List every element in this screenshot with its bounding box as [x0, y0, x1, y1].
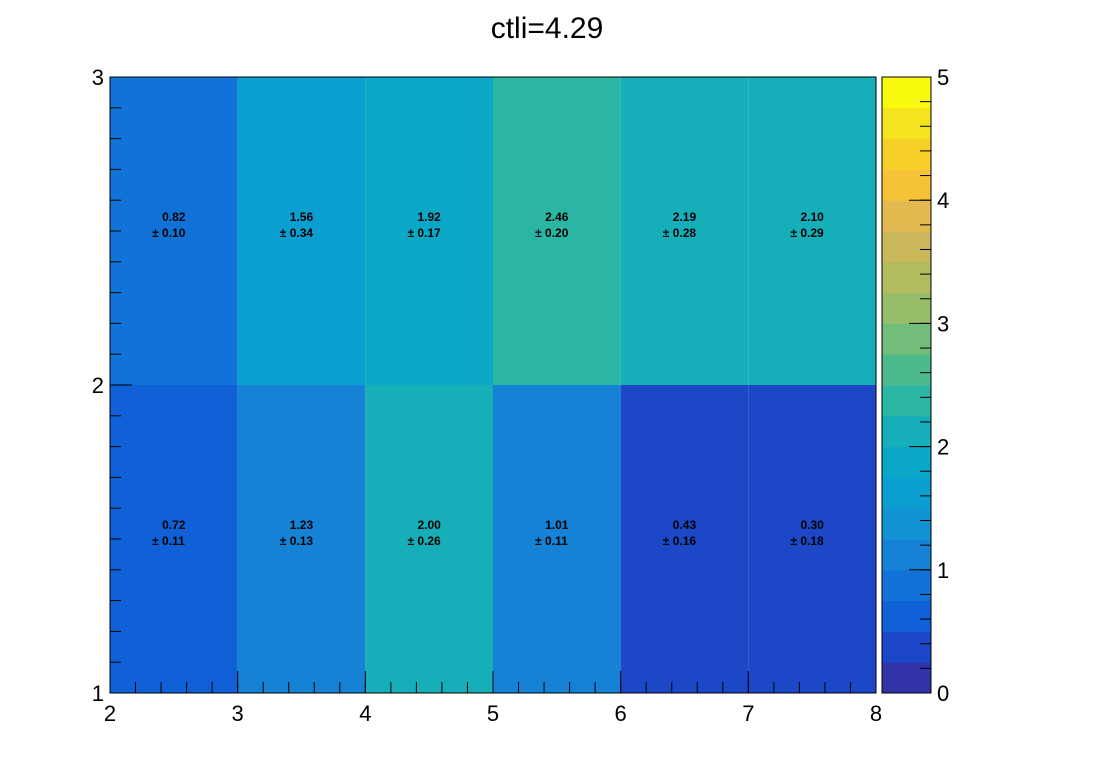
cell-value-label: 1.92 — [417, 210, 441, 224]
heatmap-cell — [748, 385, 876, 693]
heatmap-cell — [493, 77, 621, 385]
heatmap-cell — [748, 77, 876, 385]
x-tick-label: 2 — [104, 701, 116, 726]
color-scale-tick-label: 4 — [937, 188, 949, 213]
cell-error-label: ± 0.18 — [790, 534, 824, 548]
color-scale-segment — [882, 261, 931, 294]
color-scale-tick-label: 2 — [937, 435, 949, 460]
color-scale-segment — [882, 323, 931, 355]
color-scale-frame — [881, 76, 932, 694]
chart-title: ctli=4.29 — [491, 12, 604, 45]
cell-error-label: ± 0.10 — [152, 226, 186, 240]
x-tick-label: 4 — [359, 701, 371, 726]
heatmap-cell — [620, 77, 749, 385]
color-scale-tick-label: 1 — [937, 558, 949, 583]
y-tick-label: 3 — [92, 65, 104, 90]
x-tick-label: 5 — [487, 701, 499, 726]
cell-error-label: ± 0.26 — [407, 534, 441, 548]
heatmap-cell — [110, 385, 238, 693]
color-scale-segment — [882, 508, 931, 540]
color-scale-segment — [882, 569, 931, 602]
color-scale-bar: 0 1 2 3 4 5 — [881, 65, 949, 706]
heatmap-cells — [110, 77, 876, 693]
color-scale-segment — [882, 385, 931, 417]
cell-value-label: 1.23 — [290, 518, 314, 532]
cell-value-label: 2.00 — [417, 518, 441, 532]
cell-error-label: ± 0.11 — [152, 534, 185, 548]
cell-error-label: ± 0.28 — [663, 226, 697, 240]
color-scale-segment — [882, 107, 931, 140]
cell-error-label: ± 0.17 — [407, 226, 441, 240]
cell-error-label: ± 0.29 — [790, 226, 824, 240]
cell-value-label: 1.56 — [290, 210, 314, 224]
color-scale-segment — [882, 446, 931, 478]
color-scale-segment — [882, 292, 931, 324]
cell-value-label: 0.72 — [162, 518, 186, 532]
color-scale-segment — [882, 539, 931, 571]
y-tick-label: 2 — [92, 373, 104, 398]
color-scale-segment — [882, 477, 931, 509]
color-scale-tick-label: 3 — [937, 311, 949, 336]
x-tick-label: 6 — [615, 701, 627, 726]
heatmap-cell — [237, 77, 366, 385]
heatmap-cell — [237, 385, 366, 693]
color-scale-segment — [882, 600, 931, 632]
cell-error-label: ± 0.34 — [280, 226, 314, 240]
x-tick-label: 3 — [232, 701, 244, 726]
cell-value-label: 2.10 — [800, 210, 824, 224]
color-scale-segment — [882, 200, 931, 232]
cell-error-label: ± 0.11 — [535, 534, 568, 548]
color-scale-tick-label: 0 — [937, 681, 949, 706]
cell-value-label: 0.43 — [673, 518, 697, 532]
heatmap-cell — [365, 77, 493, 385]
cell-value-label: 0.82 — [162, 210, 186, 224]
heatmap-cell — [493, 385, 621, 693]
color-scale-segment — [882, 662, 931, 694]
color-scale-tick-label: 5 — [937, 65, 949, 90]
cell-error-label: ± 0.20 — [535, 226, 569, 240]
cell-value-label: 1.01 — [545, 518, 569, 532]
heatmap-cell — [365, 385, 493, 693]
color-scale-segment — [882, 415, 931, 448]
color-scale-segment — [882, 169, 931, 201]
cell-error-label: ± 0.16 — [663, 534, 697, 548]
cell-value-label: 2.46 — [545, 210, 569, 224]
color-scale-segment — [882, 77, 931, 109]
color-scale-segment — [882, 354, 931, 386]
cell-error-label: ± 0.13 — [280, 534, 314, 548]
y-tick-label: 1 — [92, 681, 104, 706]
x-tick-label: 8 — [870, 701, 882, 726]
color-scale-segment — [882, 138, 931, 170]
heatmap-cell — [110, 77, 238, 385]
color-scale-segment — [882, 231, 931, 263]
cell-value-label: 0.30 — [800, 518, 824, 532]
cell-value-label: 2.19 — [673, 210, 697, 224]
heatmap-cell — [620, 385, 749, 693]
color-scale-segment — [882, 631, 931, 663]
cell-labels: 0.72 ± 0.11 1.23 ± 0.13 2.00 ± 0.26 1.01 ± 0.11… — [152, 210, 824, 548]
x-tick-label: 7 — [742, 701, 754, 726]
